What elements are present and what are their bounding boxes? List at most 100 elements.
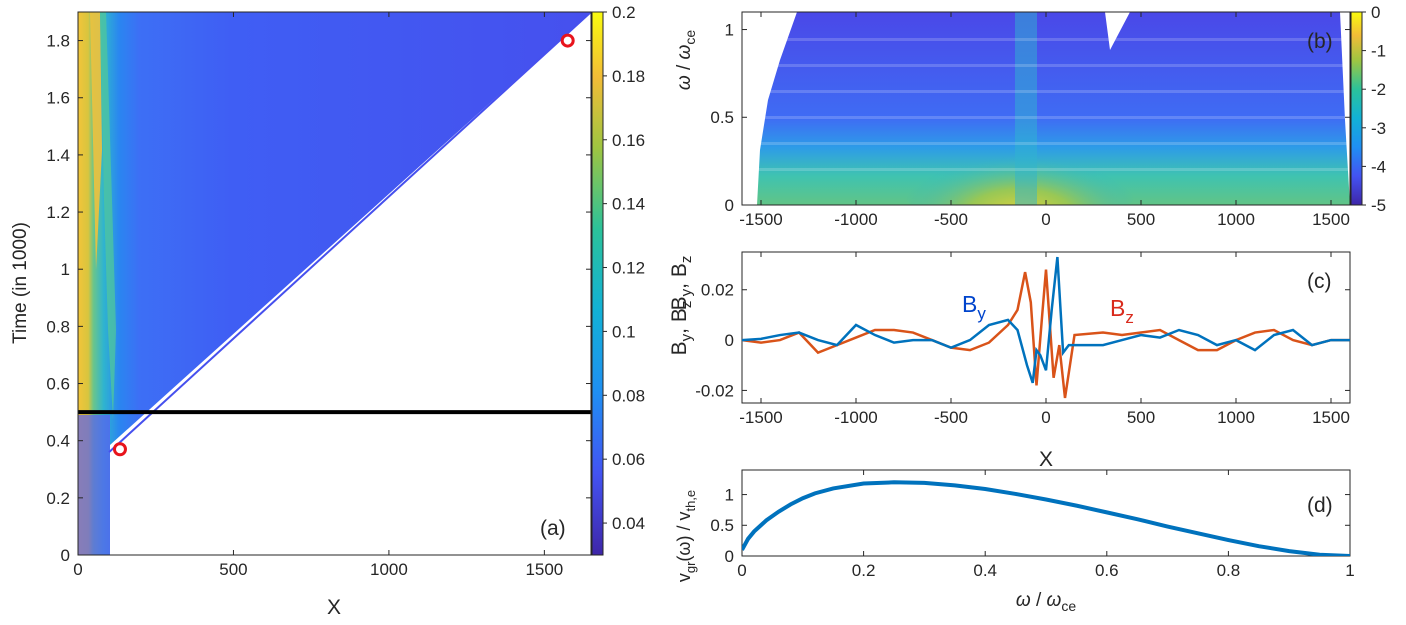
d-xlabel-sub: ce: [1061, 598, 1076, 614]
y-tick-label: -0.02: [695, 381, 734, 400]
panel-b: -1500 -1000 -500 0 500 1000 1500 0 0.5 1 (b) ω / …: [674, 3, 1386, 229]
panel-c-series-bz: [742, 269, 1350, 399]
b-ylabel-omega2: ω: [674, 44, 695, 59]
x-tick-label: 1500: [1312, 408, 1350, 427]
panel-b-bands: [742, 38, 1350, 171]
colorbar-tick-label: 0.12: [612, 259, 645, 278]
by-main: B: [962, 291, 977, 317]
panel-a-marker-1: [112, 442, 127, 457]
x-tick-label: 0: [737, 561, 746, 580]
x-tick-label: -1000: [834, 408, 877, 427]
colorbar-tick-label: 0: [1371, 3, 1380, 22]
panel-a-colorbar-ticks: 0.04 0.06 0.08 0.1 0.12 0.14 0.16 0.18 0.2: [603, 3, 645, 533]
b-ylabel-slash: /: [674, 59, 695, 75]
x-tick-label: 0: [1041, 210, 1050, 229]
colorbar-tick-label: 0.04: [612, 514, 645, 533]
y-tick-label: 0.5: [710, 516, 734, 535]
panel-d-xlabel: ω / ωce: [1016, 590, 1076, 614]
bz-sub: z: [1125, 308, 1134, 327]
panel-a-marker-2: [560, 33, 575, 48]
y-tick-label: 1.2: [46, 203, 70, 222]
x-tick-label: -1000: [834, 210, 877, 229]
y-tick-label: 1.8: [46, 32, 70, 51]
cb-title-main: B: [668, 296, 691, 310]
colorbar-tick-label: 0.1: [612, 322, 636, 341]
colorbar-tick-label: -5: [1371, 196, 1386, 215]
d-ylabel-v1: v: [674, 573, 694, 582]
y-tick-label: 1: [61, 260, 70, 279]
d-ylabel-mid: (ω) / v: [674, 512, 694, 562]
colorbar-tick-label: 0.18: [612, 67, 645, 86]
x-tick-label: 0.4: [973, 561, 997, 580]
colorbar-tick-label: -3: [1371, 119, 1386, 138]
c-ylabel-sub2: z: [678, 301, 695, 309]
panel-b-heatmap: [757, 12, 1350, 205]
cb-title-sub1: y: [678, 288, 695, 296]
y-tick-label: 1.6: [46, 89, 70, 108]
y-tick-label: 1: [725, 486, 734, 505]
b-ylabel-omega: ω: [674, 75, 695, 90]
panel-d-axes: 0 0.2 0.4 0.6 0.8 1 0 0.5 1: [710, 470, 1355, 580]
panel-a-label: (a): [540, 517, 566, 540]
x-tick-label: 1500: [1312, 210, 1350, 229]
panel-d-axes-box: [741, 469, 1351, 557]
cb-title-sub2: z: [678, 256, 695, 264]
d-xlabel-omega2: ω: [1047, 590, 1062, 611]
colorbar-tick-label: 0.08: [612, 386, 645, 405]
panel-a-colorbar: [591, 11, 604, 556]
panel-c: -1500 -1000 -500 0 500 1000 1500 -0.02 0 0.02 (c)…: [668, 251, 1351, 471]
y-tick-label: 0: [725, 196, 734, 215]
y-tick-label: 0.02: [701, 281, 734, 300]
panel-b-colorbar: [1350, 11, 1363, 206]
colorbar-tick-label: 0.06: [612, 450, 645, 469]
y-tick-label: 0.6: [46, 374, 70, 393]
x-tick-label: -500: [934, 408, 968, 427]
y-tick-label: 0.4: [46, 432, 70, 451]
y-tick-label: 0: [725, 547, 734, 566]
x-tick-label: 1000: [370, 560, 408, 579]
colorbar-tick-label: -2: [1371, 80, 1386, 99]
cb-title-sep: , B: [668, 263, 691, 289]
panel-c-xlabel: X: [1039, 448, 1053, 471]
y-tick-label: 0: [61, 546, 70, 565]
y-tick-label: 0.5: [710, 108, 734, 127]
panel-c-legend-bz: Bz: [1110, 295, 1134, 327]
x-tick-label: -1500: [739, 408, 782, 427]
x-tick-label: 500: [219, 560, 247, 579]
x-tick-label: 0.8: [1217, 561, 1241, 580]
x-tick-label: 500: [1127, 408, 1155, 427]
panel-a-front-edge: [108, 11, 592, 453]
colorbar-tick-label: 0.2: [612, 3, 636, 22]
panel-c-label: (c): [1307, 270, 1332, 293]
panel-a-axes-box: [77, 11, 592, 556]
panel-a-green-stripe: [100, 12, 116, 420]
panel-d: 0 0.2 0.4 0.6 0.8 100.51 (d) ω / ωce vgr(ω) /…: [674, 469, 1355, 614]
c-ylabel-sub1: y: [678, 333, 695, 341]
panel-a-axes: 0 500 1000 1500 0 0.2 0.4 0.6 0.8 1 1.2 1.4 1.6 1.8: [46, 12, 591, 579]
c-ylabel-sep: , B: [668, 308, 691, 334]
colorbar-tick-label: -1: [1371, 42, 1386, 61]
panel-b-ylabel: ω / ωce: [674, 30, 698, 90]
bz-main: B: [1110, 295, 1125, 321]
panel-c-legend-by: By: [962, 291, 986, 323]
panel-a-colorbar-title: By, Bz: [668, 256, 695, 311]
c-ylabel-main: B: [668, 341, 691, 355]
panel-a: 0 500 1000 1500 0 0.2 0.4 0.6 0.8 1 1.2 1.4 1.6 1.8 (…: [10, 3, 695, 619]
y-tick-label: 1.4: [46, 146, 70, 165]
by-sub: y: [977, 304, 986, 323]
panel-c-series-by: [742, 256, 1350, 384]
x-tick-label: 0.6: [1095, 561, 1119, 580]
y-tick-label: 0: [725, 331, 734, 350]
panel-d-series-vgr: [742, 480, 1350, 556]
panel-b-axes: -1500 -1000 -500 0 500 1000 1500 0 0.5 1: [710, 12, 1350, 229]
x-tick-label: 0.2: [852, 561, 876, 580]
x-tick-label: 1000: [1217, 210, 1255, 229]
d-xlabel-omega: ω: [1016, 590, 1031, 611]
d-xlabel-slash: /: [1031, 590, 1047, 611]
y-tick-label: 1: [725, 20, 734, 39]
panel-c-ylabel: By, Bz: [668, 301, 695, 356]
x-tick-label: 1500: [525, 560, 563, 579]
x-tick-label: 1000: [1217, 408, 1255, 427]
panel-d-label: (d): [1307, 494, 1333, 517]
